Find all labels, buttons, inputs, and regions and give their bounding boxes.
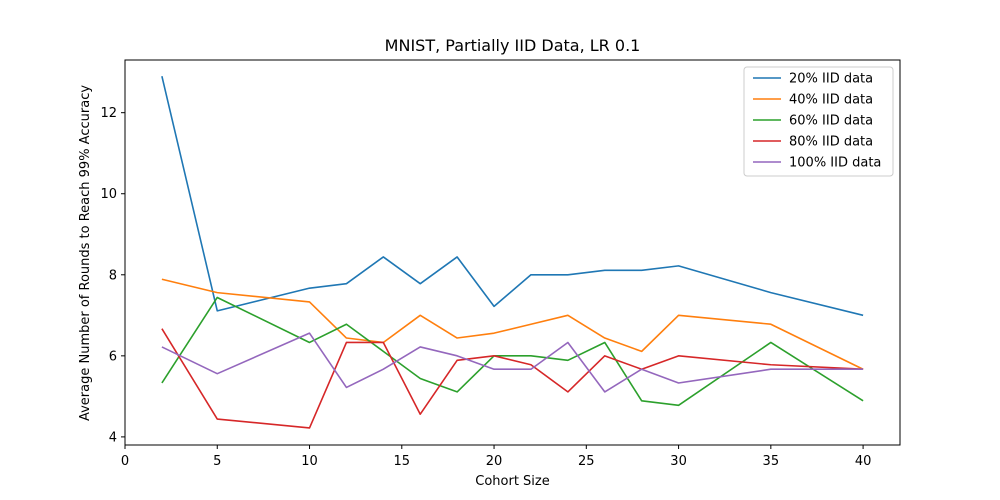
y-tick-label: 10: [100, 187, 117, 202]
x-tick-label: 5: [213, 454, 221, 469]
y-tick-label: 4: [109, 430, 117, 445]
legend: 20% IID data 40% IID data 60% IID data 80% …: [743, 66, 894, 177]
legend-label: 20% IID data: [789, 72, 873, 87]
axes-frame: [124, 59, 901, 446]
chart-title: MNIST, Partially IID Data, LR 0.1: [385, 36, 641, 55]
legend-label: 40% IID data: [789, 93, 873, 108]
x-tick-label: 25: [578, 454, 595, 469]
x-tick-label: 40: [855, 454, 872, 469]
x-tick-label: 15: [394, 454, 411, 469]
series-line-4: [161, 328, 864, 429]
series-line-1: [161, 76, 864, 317]
series-line-5: [161, 332, 864, 393]
legend-label: 80% IID data: [789, 135, 873, 150]
x-tick-label: 35: [763, 454, 780, 469]
y-tick-label: 12: [100, 106, 117, 121]
x-axis-label: Cohort Size: [475, 474, 549, 489]
y-axis-label: Average Number of Rounds to Reach 99% Ac…: [78, 85, 93, 421]
y-tick-label: 8: [109, 268, 117, 283]
y-tick-label: 6: [109, 349, 117, 364]
x-tick-label: 20: [486, 454, 503, 469]
x-tick-label: 0: [121, 454, 129, 469]
legend-box: [743, 66, 894, 177]
x-tick-label: 10: [301, 454, 318, 469]
x-tick-label: 30: [670, 454, 687, 469]
legend-label: 60% IID data: [789, 114, 873, 129]
series-line-2: [161, 278, 864, 370]
plot-area: 0 5 10 15 20 25 30 35 40 4 6 8 10 12: [100, 59, 901, 469]
legend-label: 100% IID data: [789, 156, 881, 171]
